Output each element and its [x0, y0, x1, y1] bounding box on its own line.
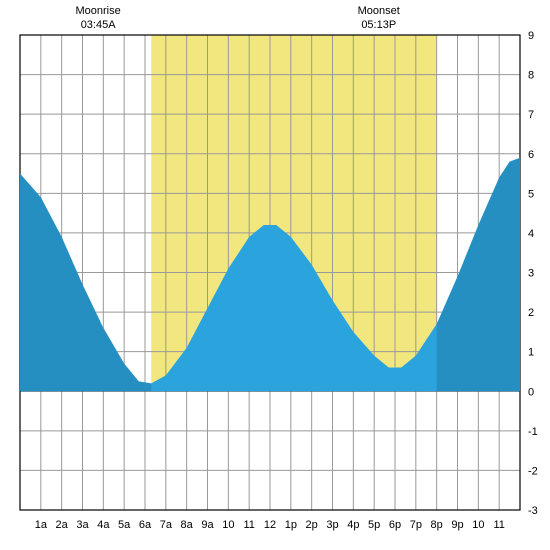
y-tick-label: -3: [528, 505, 538, 517]
y-tick-label: 1: [528, 347, 534, 359]
y-tick-label: 4: [528, 228, 534, 240]
x-tick-label: 2a: [56, 519, 69, 531]
y-tick-label: 5: [528, 188, 534, 200]
x-tick-label: 1p: [285, 519, 297, 531]
x-tick-label: 8p: [431, 519, 443, 531]
y-tick-label: 3: [528, 268, 534, 280]
x-tick-label: 7a: [160, 519, 173, 531]
y-tick-label: 7: [528, 109, 534, 121]
x-tick-label: 4p: [347, 519, 359, 531]
x-tick-label: 6p: [389, 519, 401, 531]
moonrise-time: 03:45A: [81, 19, 117, 31]
y-tick-label: 2: [528, 307, 534, 319]
x-tick-label: 10: [472, 519, 484, 531]
x-tick-label: 8a: [181, 519, 194, 531]
y-tick-label: -1: [528, 426, 538, 438]
x-tick-label: 2p: [306, 519, 318, 531]
x-tick-label: 10: [222, 519, 234, 531]
x-tick-label: 9a: [201, 519, 214, 531]
x-tick-label: 5a: [118, 519, 131, 531]
moonset-time: 05:13P: [361, 19, 396, 31]
y-tick-label: 9: [528, 30, 534, 42]
x-tick-label: 3a: [76, 519, 89, 531]
moonset-title: Moonset: [358, 5, 400, 17]
y-tick-label: -2: [528, 465, 538, 477]
x-tick-label: 9p: [451, 519, 463, 531]
y-tick-label: 0: [528, 386, 534, 398]
x-tick-label: 1a: [35, 519, 48, 531]
x-tick-label: 4a: [97, 519, 110, 531]
x-tick-label: 11: [243, 519, 254, 531]
x-tick-label: 3p: [326, 519, 338, 531]
x-tick-label: 5p: [368, 519, 380, 531]
x-tick-label: 6a: [139, 519, 152, 531]
x-tick-label: 12: [264, 519, 276, 531]
y-tick-label: 6: [528, 149, 534, 161]
tide-chart: -3-2-101234567891a2a3a4a5a6a7a8a9a101112…: [0, 0, 550, 550]
x-tick-label: 7p: [410, 519, 422, 531]
x-tick-label: 11: [493, 519, 504, 531]
moonrise-title: Moonrise: [76, 5, 121, 17]
y-tick-label: 8: [528, 70, 534, 82]
